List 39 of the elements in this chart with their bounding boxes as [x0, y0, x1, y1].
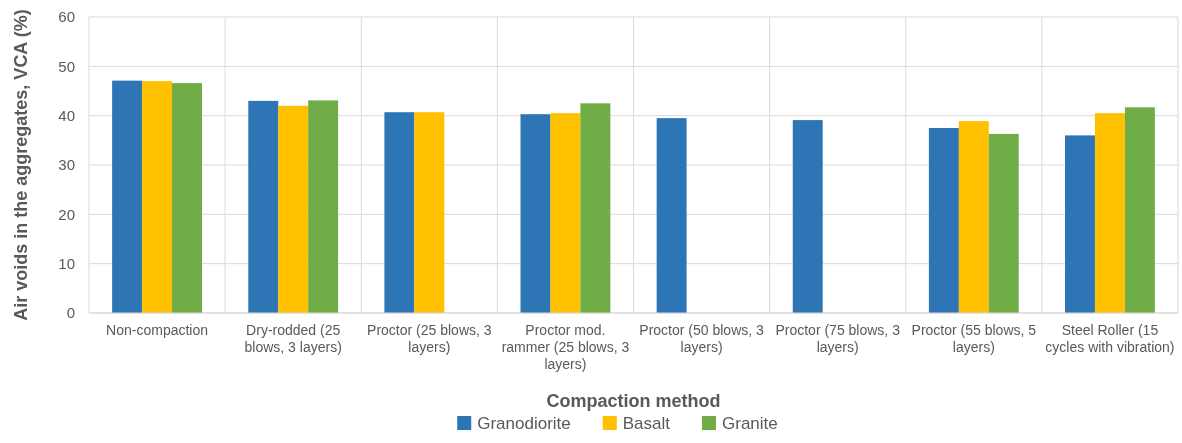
bar: [792, 120, 823, 313]
y-axis-title: Air voids in the aggregates, VCA (%): [11, 9, 31, 321]
bar: [112, 80, 143, 313]
legend-label: Granite: [722, 414, 778, 433]
x-tick-label: Proctor (25 blows, 3 layers): [367, 322, 492, 355]
bar: [928, 128, 959, 313]
y-tick-label: 30: [58, 156, 75, 174]
legend-label: Basalt: [622, 414, 671, 433]
x-tick-label: Dry-rodded (25 blows, 3 layers): [244, 322, 342, 355]
x-tick-label: Steel Roller (15 cycles with vibration): [1045, 322, 1175, 355]
bar: [656, 118, 687, 313]
bar: [988, 133, 1019, 313]
bar: [580, 103, 611, 313]
bar: [172, 83, 202, 313]
bar: [1094, 113, 1125, 313]
x-axis-title: Compaction method: [546, 391, 721, 411]
bar: [384, 112, 415, 313]
y-tick-label: 0: [66, 304, 75, 322]
bar: [1124, 107, 1155, 313]
x-tick-label: Proctor (55 blows, 5 layers): [911, 322, 1037, 355]
bar: [248, 100, 279, 313]
bar: [142, 81, 173, 313]
x-tick-label: Proctor (50 blows, 3 layers): [639, 322, 765, 355]
y-tick-label: 50: [58, 57, 75, 75]
bar: [414, 112, 445, 313]
y-tick-label: 10: [58, 254, 75, 272]
y-tick-label: 20: [58, 205, 75, 223]
bar: [1065, 135, 1095, 313]
y-tick-label: 40: [58, 106, 75, 124]
bar: [550, 113, 581, 313]
legend-label: Granodiorite: [477, 414, 571, 433]
bar: [520, 114, 551, 313]
x-tick-label: Proctor mod. rammer (25 blows, 3 layers): [501, 322, 630, 372]
bar: [308, 100, 339, 313]
x-tick-label: Proctor (75 blows, 3 layers): [775, 322, 901, 355]
x-tick-label: Non-compaction: [106, 322, 209, 338]
bar: [278, 105, 309, 313]
bar: [958, 121, 989, 313]
y-tick-label: 60: [58, 8, 75, 26]
